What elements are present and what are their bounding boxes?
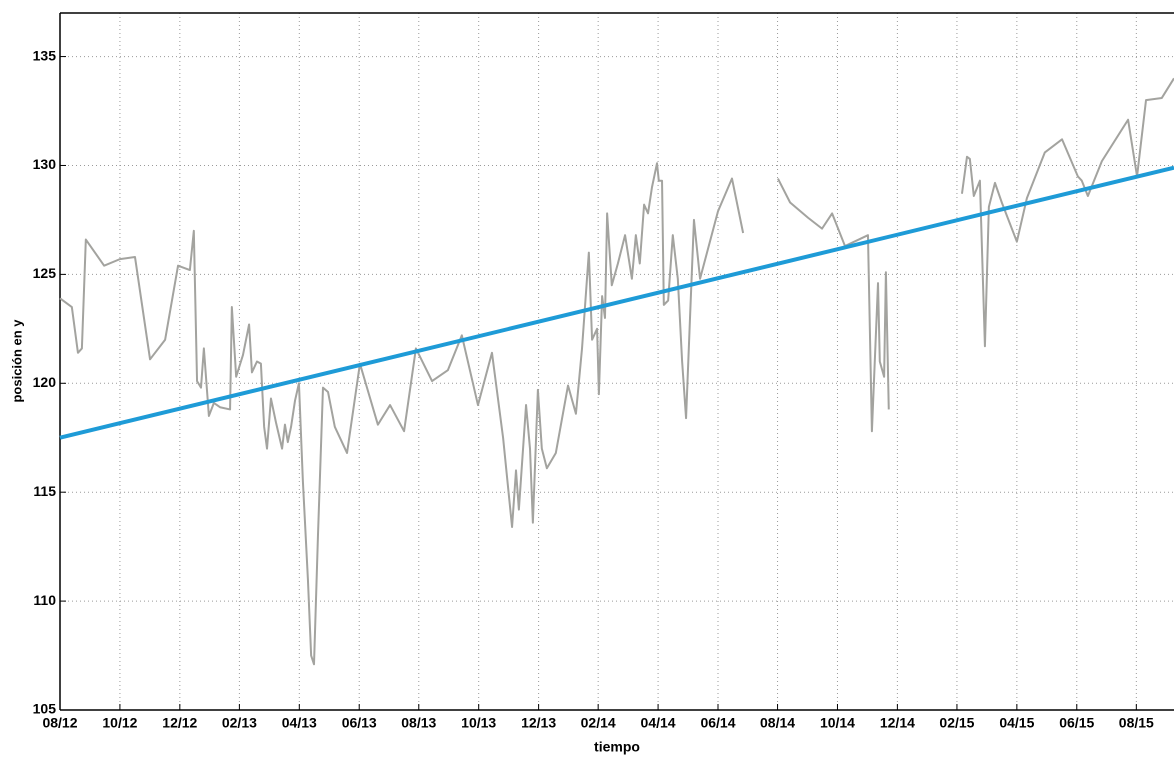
x-tick-label: 08/14	[760, 715, 795, 731]
x-tick-label: 10/14	[820, 715, 855, 731]
data-line	[59, 77, 1174, 666]
y-tick-label: 110	[33, 592, 56, 608]
y-tick-label: 135	[33, 47, 57, 63]
x-tick-label: 12/13	[521, 715, 556, 731]
x-tick-label: 02/13	[222, 715, 257, 731]
data-line	[59, 165, 1174, 440]
x-tick-label: 08/12	[42, 715, 77, 731]
y-tick-label: 115	[33, 483, 56, 499]
x-tick-label: 06/13	[342, 715, 377, 731]
y-tick-label: 105	[33, 701, 57, 717]
x-tick-label: 10/13	[461, 715, 496, 731]
x-tick-label: 10/12	[102, 715, 137, 731]
y-tick-label: 120	[33, 374, 57, 390]
x-tick-label: 06/15	[1059, 715, 1094, 731]
y-tick-label: 125	[33, 265, 57, 281]
x-tick-label: 12/12	[162, 715, 197, 731]
x-tick-label: 02/14	[581, 715, 616, 731]
x-tick-label: 08/15	[1119, 715, 1154, 731]
x-tick-label: 04/14	[641, 715, 676, 731]
y-axis-label: posición en y	[9, 319, 24, 403]
x-tick-label: 04/15	[999, 715, 1034, 731]
x-tick-label: 12/14	[880, 715, 915, 731]
y-tick-label: 130	[33, 156, 57, 172]
x-tick-label: 06/14	[700, 715, 735, 731]
x-tick-label: 02/15	[939, 715, 974, 731]
x-tick-label: 08/13	[401, 715, 436, 731]
x-axis-label: tiempo	[594, 739, 640, 755]
x-tick-label: 04/13	[282, 715, 317, 731]
